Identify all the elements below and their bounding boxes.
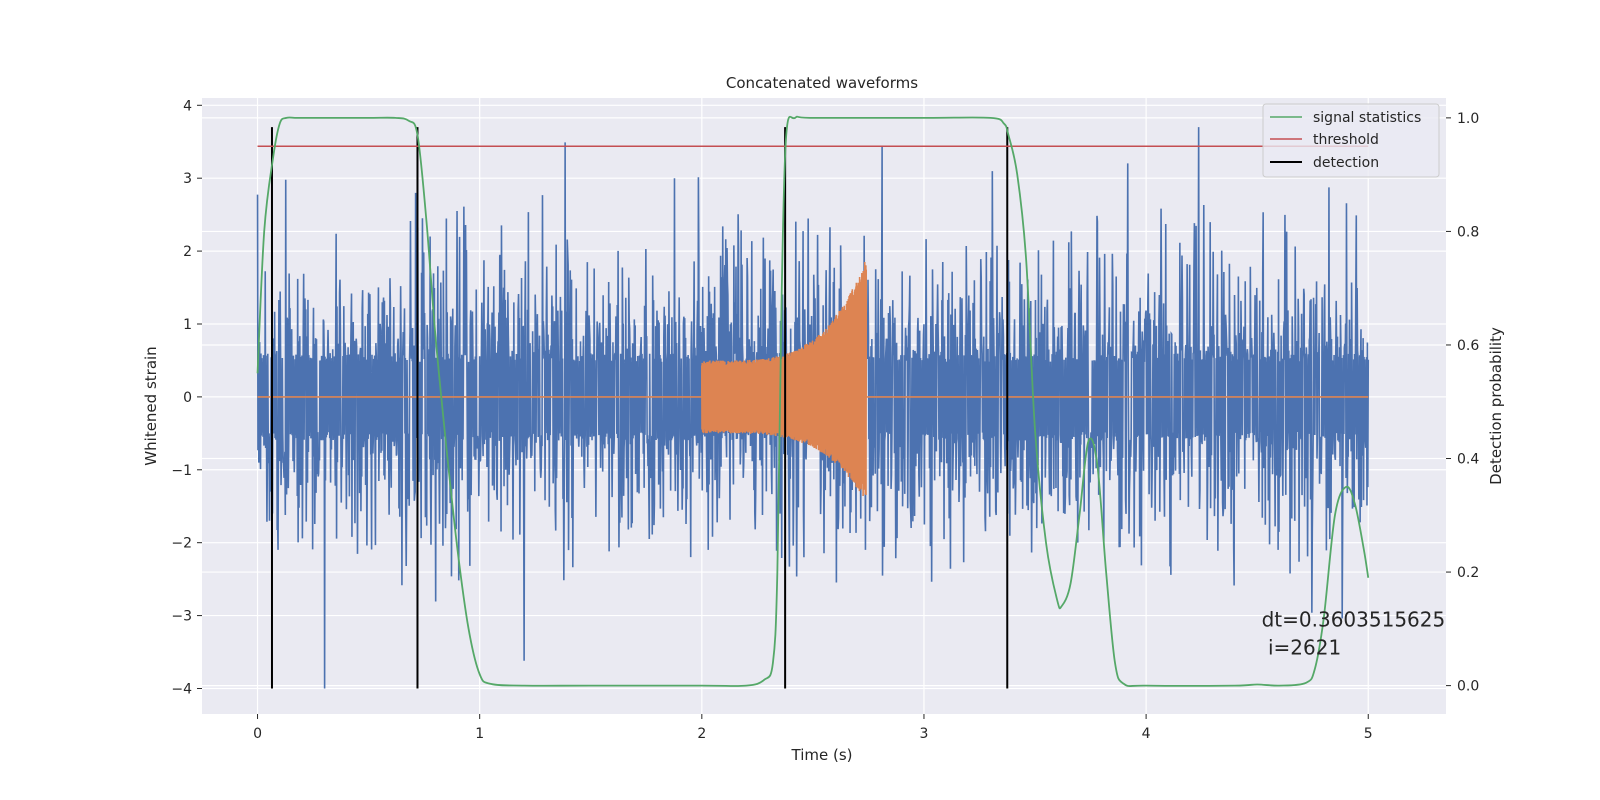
- y-tick-label: 0: [183, 390, 192, 406]
- y-tick-label: 2: [183, 244, 192, 260]
- signal-statistics-series: [256, 115, 1370, 687]
- y-right-tick-label: 0.4: [1457, 452, 1479, 468]
- injection-line: [257, 262, 1369, 496]
- legend: signal statistics threshold detection: [1262, 103, 1440, 178]
- y-right-tick-label: 0.2: [1457, 565, 1479, 581]
- injection-series: [257, 262, 1369, 496]
- y-tick-label: 3: [183, 171, 192, 187]
- signal-statistics-line: [256, 115, 1370, 687]
- x-tick-label: 4: [1142, 726, 1151, 742]
- legend-label-threshold: threshold: [1313, 132, 1379, 148]
- y-axis-right-label: Detection probability: [1487, 327, 1505, 485]
- x-tick-label: 3: [920, 726, 929, 742]
- y-right-tick-label: 0.8: [1457, 224, 1479, 240]
- detection-series: [270, 127, 1009, 689]
- legend-label-signal: signal statistics: [1313, 110, 1421, 126]
- y-tick-label: −1: [171, 463, 192, 479]
- x-axis: 0 1 2 3 4 5: [253, 714, 1373, 742]
- y-axis-label: Whitened strain: [142, 346, 160, 465]
- y-right-tick-label: 0.6: [1457, 338, 1479, 354]
- y-axis-right: 0.0 0.2 0.4 0.6 0.8 1.0: [1446, 111, 1479, 695]
- y-tick-label: 1: [183, 317, 192, 333]
- y-right-tick-label: 0.0: [1457, 679, 1479, 695]
- x-axis-label: Time (s): [791, 746, 853, 764]
- x-tick-label: 1: [475, 726, 484, 742]
- y-tick-label: −3: [171, 609, 192, 625]
- y-tick-label: −2: [171, 536, 192, 552]
- y-axis-left: −4 −3 −2 −1 0 1 2 3 4: [171, 98, 202, 697]
- x-tick-label: 0: [253, 726, 262, 742]
- annotation-line-1: dt=0.3603515625: [1262, 608, 1446, 632]
- x-tick-label: 5: [1364, 726, 1373, 742]
- plot-area: [256, 115, 1370, 689]
- y-tick-label: −4: [171, 681, 192, 697]
- annotation: dt=0.3603515625 i=2621: [1262, 608, 1446, 660]
- legend-box: [1262, 103, 1440, 178]
- x-tick-label: 2: [697, 726, 706, 742]
- legend-label-detection: detection: [1313, 155, 1379, 171]
- y-tick-label: 4: [183, 98, 192, 114]
- annotation-line-2: i=2621: [1262, 636, 1342, 660]
- y-right-tick-label: 1.0: [1457, 111, 1479, 127]
- chart-title: Concatenated waveforms: [726, 74, 918, 92]
